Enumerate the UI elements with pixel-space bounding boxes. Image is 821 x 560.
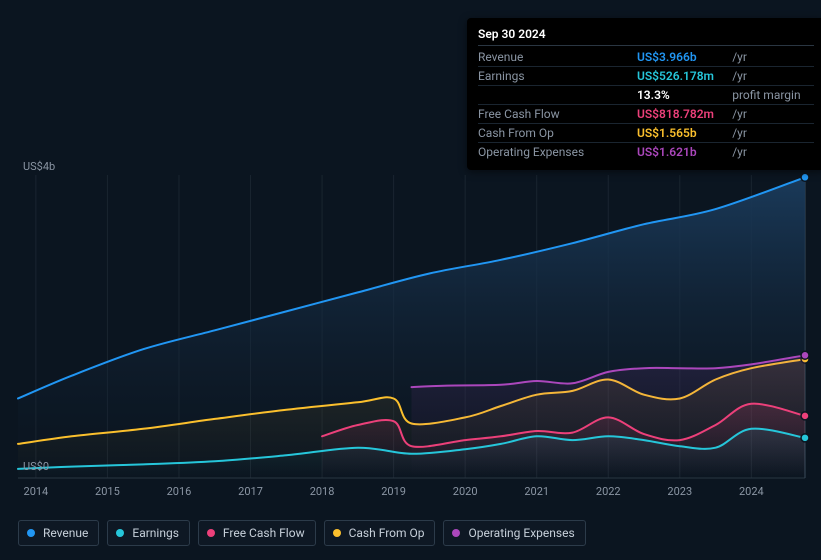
financials-chart: { "canvas": { "width": 821, "height": 56… [0, 0, 821, 560]
tooltip-metric-value: US$3.966b [637, 48, 728, 67]
legend-item-cash_from_op[interactable]: Cash From Op [324, 520, 436, 546]
tooltip-row: Cash From OpUS$1.565b/yr [478, 124, 814, 143]
tooltip-metric-unit: /yr [728, 143, 814, 162]
legend-dot-icon [207, 529, 215, 537]
tooltip-row: Operating ExpensesUS$1.621b/yr [478, 143, 814, 162]
legend-label: Free Cash Flow [223, 526, 305, 540]
tooltip-metric-value: 13.3% [637, 86, 728, 105]
legend-label: Revenue [43, 526, 88, 540]
legend-item-free_cash_flow[interactable]: Free Cash Flow [198, 520, 316, 546]
tooltip-row: Free Cash FlowUS$818.782m/yr [478, 105, 814, 124]
tooltip-metric-label: Cash From Op [478, 124, 637, 143]
tooltip-metric-value: US$1.565b [637, 124, 728, 143]
legend-item-earnings[interactable]: Earnings [107, 520, 190, 546]
legend-item-revenue[interactable]: Revenue [18, 520, 99, 546]
legend-dot-icon [333, 529, 341, 537]
legend-label: Earnings [132, 526, 179, 540]
tooltip-metric-label: Revenue [478, 48, 637, 67]
legend-item-operating_expenses[interactable]: Operating Expenses [443, 520, 585, 546]
tooltip-table: RevenueUS$3.966b/yrEarningsUS$526.178m/y… [478, 48, 814, 161]
tooltip-metric-label [478, 86, 637, 105]
legend-dot-icon [452, 529, 460, 537]
tooltip-metric-value: US$1.621b [637, 143, 728, 162]
y-axis-label: US$4b [23, 160, 55, 173]
x-axis-label: 2021 [524, 485, 549, 498]
tooltip-date: Sep 30 2024 [478, 25, 814, 46]
legend-dot-icon [27, 529, 35, 537]
x-axis-label: 2016 [167, 485, 192, 498]
x-axis-label: 2014 [24, 485, 49, 498]
x-axis-label: 2017 [238, 485, 263, 498]
tooltip-metric-unit: /yr [728, 105, 814, 124]
legend-label: Cash From Op [349, 526, 425, 540]
x-axis-label: 2020 [453, 485, 478, 498]
tooltip-row: RevenueUS$3.966b/yr [478, 48, 814, 67]
x-axis-label: 2015 [95, 485, 120, 498]
x-axis-label: 2022 [596, 485, 621, 498]
legend-dot-icon [116, 529, 124, 537]
legend-label: Operating Expenses [468, 526, 574, 540]
tooltip-metric-unit: /yr [728, 67, 814, 86]
chart-legend: Revenue Earnings Free Cash Flow Cash From O… [18, 520, 586, 546]
tooltip-metric-label: Earnings [478, 67, 637, 86]
x-axis-label: 2024 [739, 485, 764, 498]
tooltip-metric-unit: profit margin [728, 86, 814, 105]
y-axis-label: US$0 [23, 460, 49, 473]
tooltip-row: 13.3%profit margin [478, 86, 814, 105]
x-axis-label: 2023 [667, 485, 692, 498]
tooltip-metric-value: US$818.782m [637, 105, 728, 124]
tooltip-metric-unit: /yr [728, 48, 814, 67]
tooltip-metric-value: US$526.178m [637, 67, 728, 86]
tooltip-metric-label: Operating Expenses [478, 143, 637, 162]
x-axis-label: 2019 [381, 485, 406, 498]
x-axis-label: 2018 [310, 485, 335, 498]
tooltip-metric-unit: /yr [728, 124, 814, 143]
tooltip-metric-label: Free Cash Flow [478, 105, 637, 124]
chart-tooltip: Sep 30 2024 RevenueUS$3.966b/yrEarningsU… [467, 18, 821, 170]
tooltip-row: EarningsUS$526.178m/yr [478, 67, 814, 86]
